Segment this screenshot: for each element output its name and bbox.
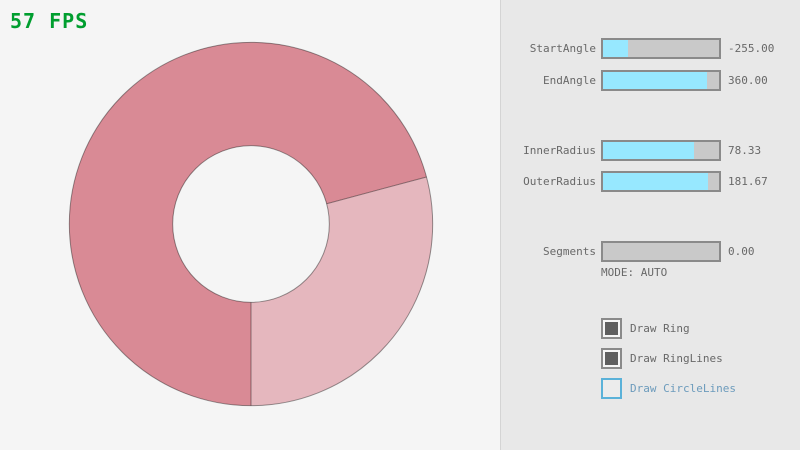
slider-innerradius[interactable]	[601, 140, 721, 161]
checkbox-box-icon	[601, 378, 622, 399]
checkbox-label-draw-ringlines: Draw RingLines	[630, 352, 723, 365]
checkbox-draw-ringlines[interactable]: Draw RingLines	[601, 348, 723, 369]
checkbox-box-icon	[601, 318, 622, 339]
slider-segments[interactable]	[601, 241, 721, 262]
check-mark-icon	[605, 322, 618, 335]
slider-value-outerradius: 181.67	[728, 175, 768, 188]
slider-fill-innerradius	[603, 142, 694, 159]
slider-label-startangle: StartAngle	[529, 42, 596, 55]
checkbox-label-draw-circlelines: Draw CircleLines	[630, 382, 736, 395]
double-pass-region	[69, 42, 427, 406]
slider-outerradius[interactable]	[601, 171, 721, 192]
slider-label-segments: Segments	[543, 245, 596, 258]
control-panel: StartAngle -255.00 EndAngle 360.00 Inner…	[500, 0, 800, 450]
slider-value-startangle: -255.00	[728, 42, 775, 55]
slider-value-endangle: 360.00	[728, 74, 768, 87]
mode-label: MODE: AUTO	[601, 266, 668, 279]
slider-fill-startangle	[603, 40, 629, 57]
fps-counter: 57 FPS	[10, 9, 89, 33]
slider-value-innerradius: 78.33	[728, 144, 762, 157]
ring-outline	[172, 145, 330, 303]
checkbox-draw-ring[interactable]: Draw Ring	[601, 318, 690, 339]
checkbox-draw-circlelines[interactable]: Draw CircleLines	[601, 378, 736, 399]
slider-startangle[interactable]	[601, 38, 721, 59]
slider-fill-outerradius	[603, 173, 709, 190]
ring-chart	[68, 41, 434, 407]
ring-outline	[68, 41, 434, 407]
checkbox-box-icon	[601, 348, 622, 369]
slider-fill-endangle	[603, 72, 708, 89]
slider-label-outerradius: OuterRadius	[523, 175, 596, 188]
slider-label-endangle: EndAngle	[543, 74, 596, 87]
slider-value-segments: 0.00	[728, 245, 755, 258]
check-mark-icon	[605, 352, 618, 365]
ring-radial-line	[326, 176, 427, 205]
checkbox-label-draw-ring: Draw Ring	[630, 322, 690, 335]
slider-label-innerradius: InnerRadius	[523, 144, 596, 157]
slider-endangle[interactable]	[601, 70, 721, 91]
single-pass-region	[251, 176, 433, 406]
